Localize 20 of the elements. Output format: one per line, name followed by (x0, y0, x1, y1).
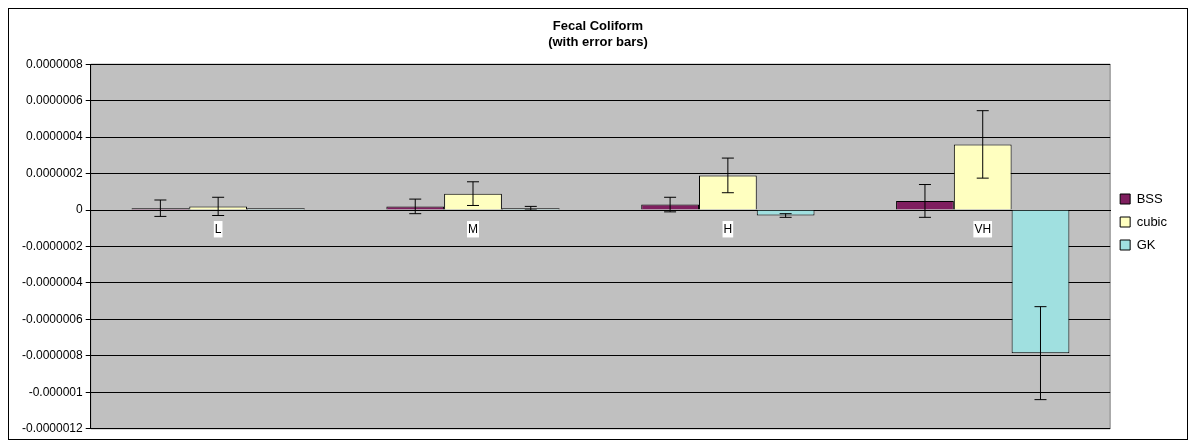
chart-title: Fecal Coliform (552, 18, 644, 34)
x-tick-label: L (214, 221, 222, 236)
y-tick-label: 0.0000004 (25, 129, 84, 144)
y-tick-label: -0.0000004 (21, 275, 84, 290)
legend-label: BSS (1136, 190, 1163, 206)
y-tick-label: 0.0000006 (25, 92, 84, 107)
y-tick-label: -0.0000008 (21, 348, 84, 363)
x-tick-label: M (468, 221, 479, 236)
y-tick-label: -0.0000012 (21, 421, 84, 436)
y-tick-label: 0.0000008 (25, 56, 84, 71)
legend-label: GK (1136, 236, 1156, 252)
x-tick-label: H (723, 221, 733, 236)
y-tick-label: 0.0000002 (25, 165, 84, 180)
x-tick-label: VH (974, 221, 992, 236)
y-tick-label: -0.000001 (28, 384, 84, 399)
y-tick-label: -0.0000006 (21, 311, 84, 326)
legend-label: cubic (1136, 213, 1168, 229)
chart-subtitle: (with error bars) (548, 33, 648, 49)
y-tick-label: -0.0000002 (21, 238, 84, 253)
y-tick-label: 0 (76, 202, 84, 217)
